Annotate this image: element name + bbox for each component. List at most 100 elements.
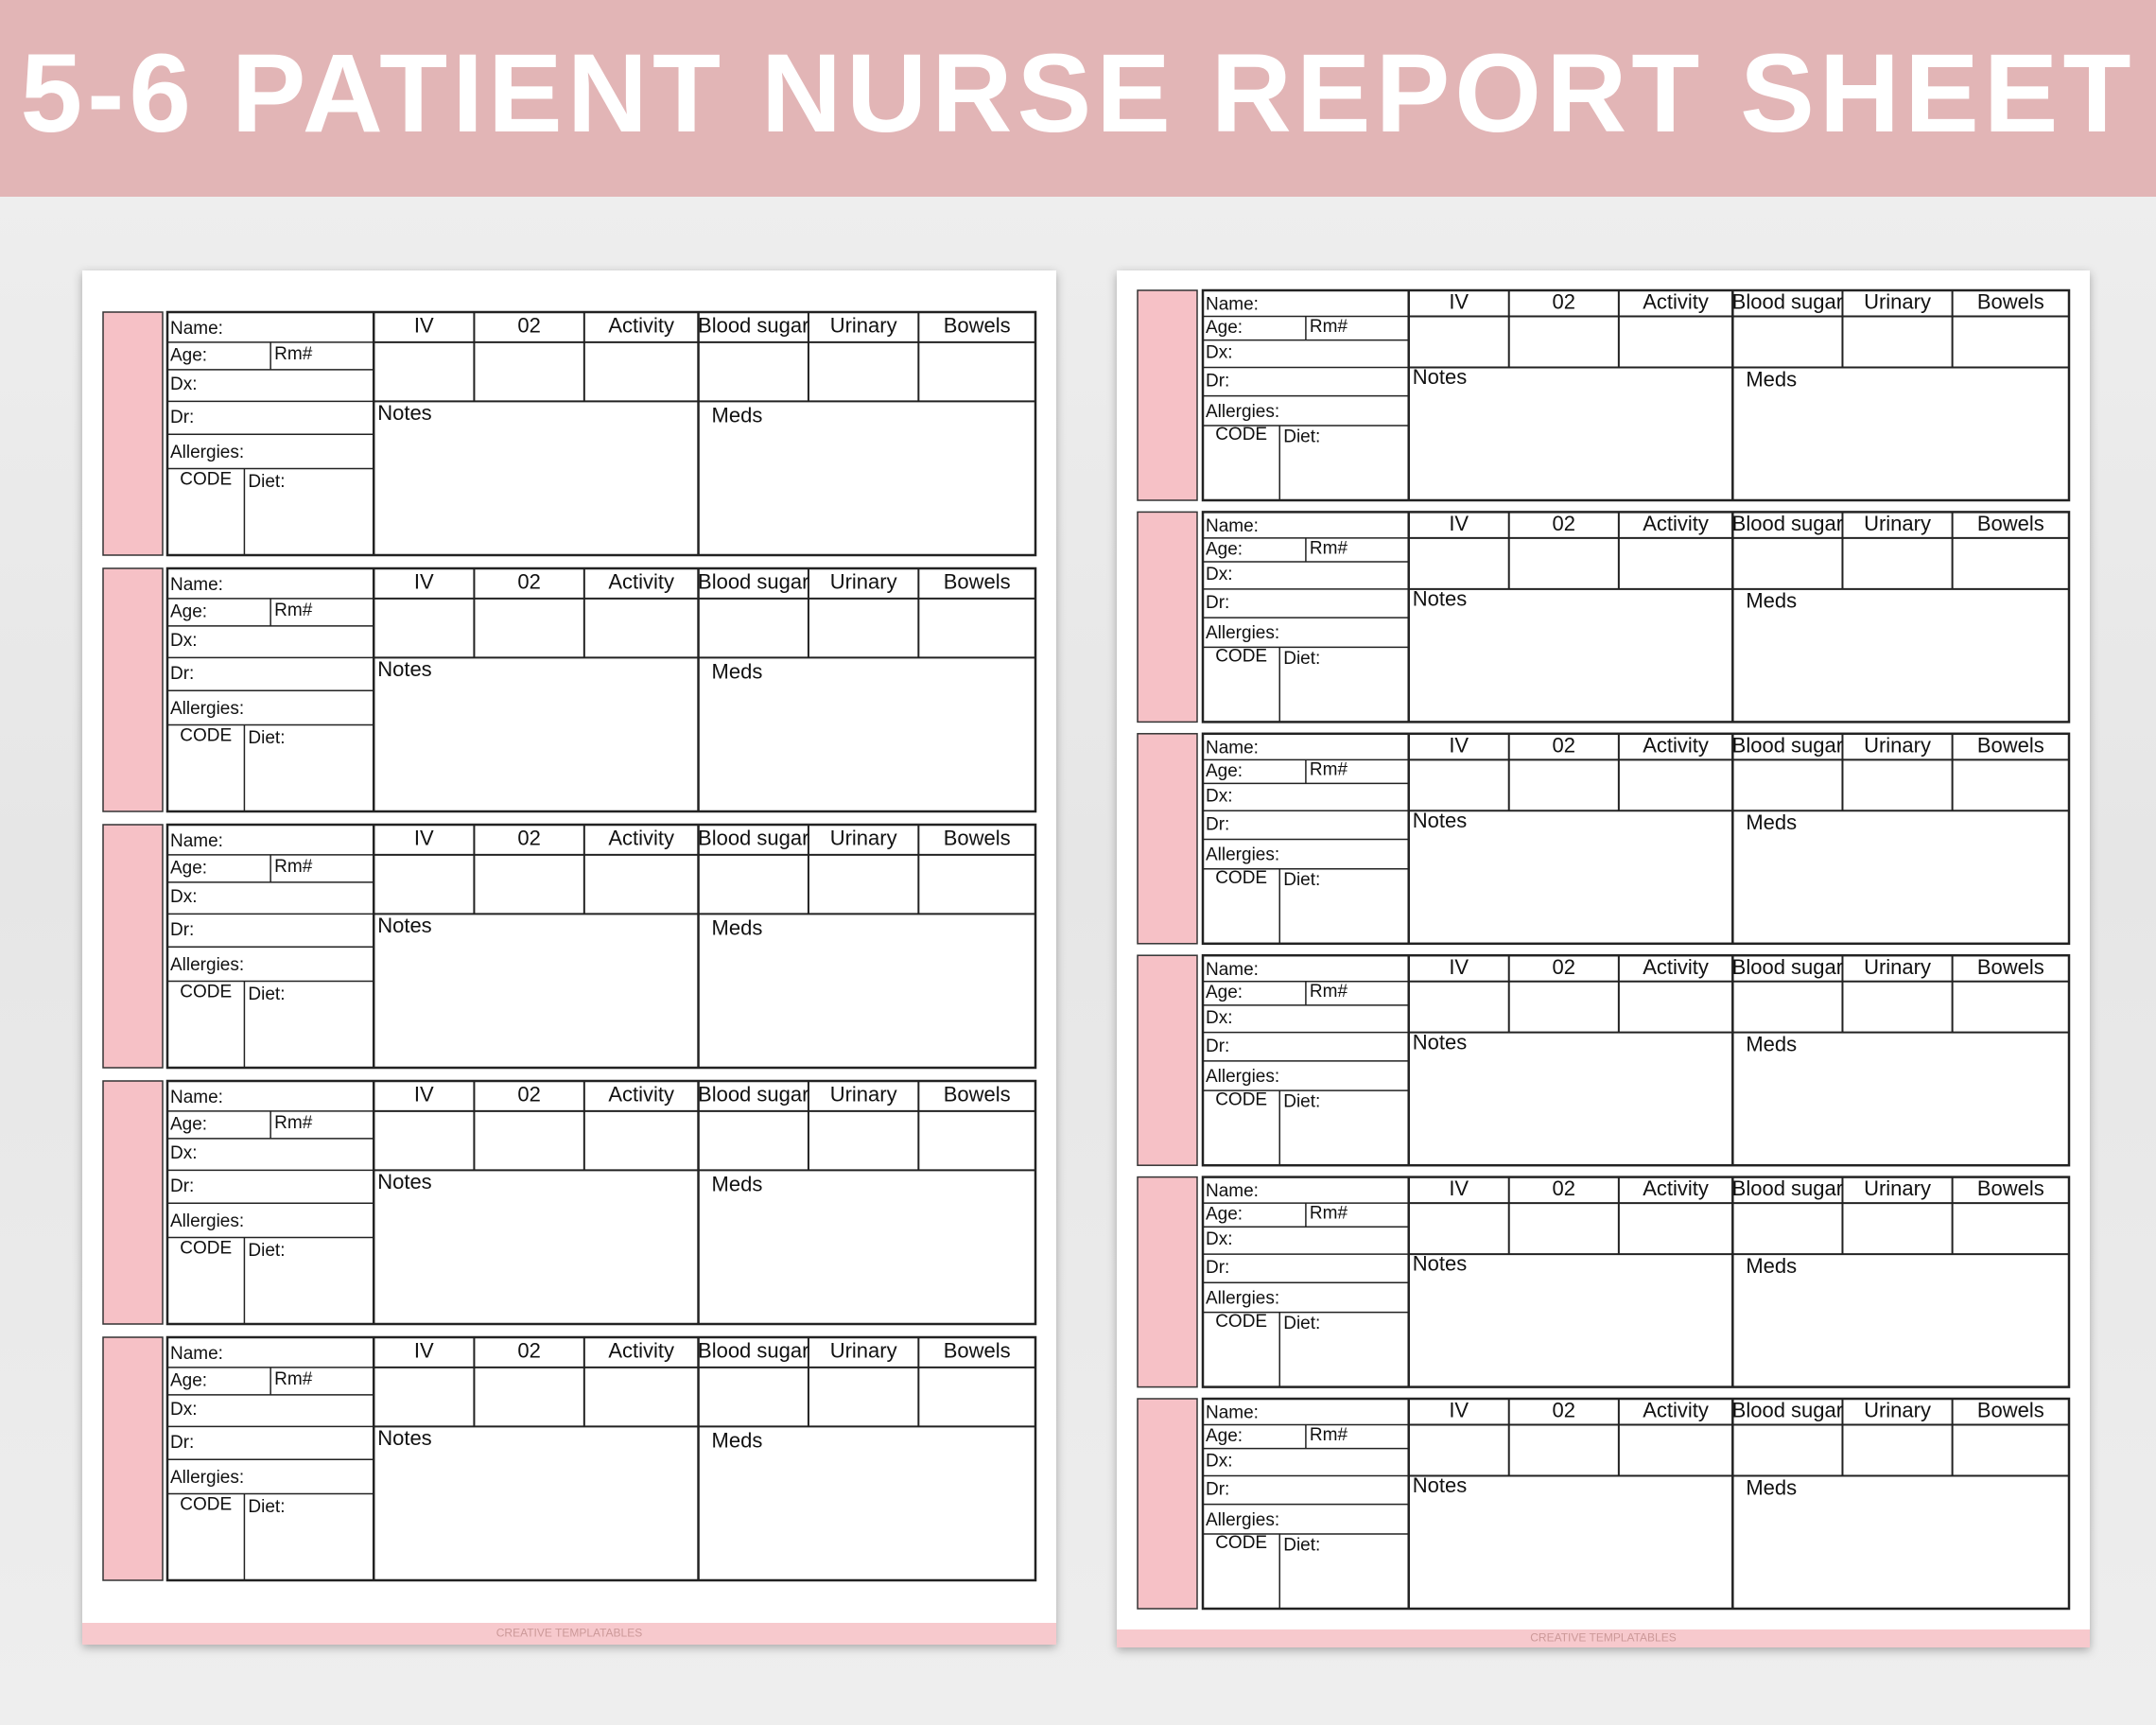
rm-label: Rm#: [274, 1369, 313, 1389]
banner-title: 5-6 PATIENT NURSE REPORT SHEET: [20, 31, 2135, 156]
column-header: IV: [1449, 512, 1469, 535]
patient-table: [165, 310, 1037, 557]
patient-tab: [102, 1080, 164, 1325]
column-header: 02: [1553, 290, 1575, 314]
patient-tab: [1137, 511, 1198, 723]
column-header: Blood sugar: [1732, 512, 1843, 535]
column-header: Bowels: [944, 1339, 1011, 1363]
notes-label: Notes: [1413, 1252, 1467, 1276]
column-header: Urinary: [830, 827, 897, 850]
name-label: Name:: [1206, 738, 1259, 758]
patient-tab: [1137, 1176, 1198, 1388]
column-header: Urinary: [1864, 1176, 1931, 1200]
column-header: Activity: [1643, 512, 1709, 535]
allergies-label: Allergies:: [170, 1468, 244, 1488]
dx-label: Dx:: [170, 375, 198, 394]
meds-label: Meds: [1746, 810, 1797, 834]
patient-tab: [102, 567, 164, 812]
meds-label: Meds: [1746, 1475, 1797, 1499]
column-header: Blood sugar: [698, 314, 808, 338]
notes-label: Notes: [377, 401, 431, 425]
meds-label: Meds: [712, 659, 763, 683]
patient-tab: [102, 311, 164, 556]
column-header: Urinary: [830, 314, 897, 338]
allergies-label: Allergies:: [170, 443, 244, 462]
rm-label: Rm#: [1310, 1203, 1348, 1223]
meds-label: Meds: [1746, 1032, 1797, 1055]
paper: [1117, 270, 2090, 1647]
meds-label: Meds: [712, 915, 763, 939]
dx-label: Dx:: [1206, 1229, 1233, 1249]
code-label: CODE: [180, 982, 232, 1002]
age-label: Age:: [170, 1114, 207, 1134]
age-label: Age:: [1206, 1426, 1243, 1446]
column-header: Urinary: [830, 1339, 897, 1363]
rm-label: Rm#: [274, 601, 313, 620]
column-header: IV: [1449, 733, 1469, 757]
age-label: Age:: [170, 601, 207, 621]
notes-label: Notes: [377, 1426, 431, 1450]
column-header: Urinary: [1864, 733, 1931, 757]
meds-label: Meds: [1746, 367, 1797, 391]
name-label: Name:: [1206, 1403, 1259, 1423]
column-header: Bowels: [1977, 290, 2044, 314]
column-header: Bowels: [944, 570, 1011, 594]
diet-label: Diet:: [1283, 649, 1320, 669]
column-header: 02: [517, 1083, 540, 1106]
column-header: Activity: [608, 1083, 674, 1106]
column-header: Bowels: [1977, 1399, 2044, 1422]
dr-label: Dr:: [1206, 1480, 1229, 1500]
column-header: Bowels: [944, 314, 1011, 338]
name-label: Name:: [1206, 1181, 1259, 1201]
age-label: Age:: [1206, 761, 1243, 781]
diet-label: Diet:: [248, 1241, 285, 1261]
age-label: Age:: [1206, 983, 1243, 1002]
column-header: IV: [414, 827, 434, 850]
patient-tab: [102, 1336, 164, 1581]
code-label: CODE: [1215, 1312, 1267, 1332]
age-label: Age:: [1206, 539, 1243, 559]
meds-label: Meds: [712, 1428, 763, 1452]
column-header: IV: [1449, 955, 1469, 979]
column-header: 02: [517, 314, 540, 338]
name-label: Name:: [170, 1088, 223, 1107]
age-label: Age:: [170, 1370, 207, 1390]
patient-table: [165, 566, 1037, 813]
notes-label: Notes: [1413, 586, 1467, 610]
column-header: Blood sugar: [1732, 1399, 1843, 1422]
allergies-label: Allergies:: [170, 1211, 244, 1231]
patient-tab: [1137, 1398, 1198, 1610]
column-header: Blood sugar: [1732, 955, 1843, 979]
dx-label: Dx:: [1206, 343, 1233, 363]
dr-label: Dr:: [170, 920, 194, 940]
column-header: 02: [517, 570, 540, 594]
diet-label: Diet:: [248, 984, 285, 1004]
column-header: Blood sugar: [698, 1339, 808, 1363]
column-header: IV: [414, 1339, 434, 1363]
column-header: Urinary: [1864, 512, 1931, 535]
column-header: Urinary: [830, 1083, 897, 1106]
allergies-label: Allergies:: [170, 955, 244, 975]
column-header: Bowels: [1977, 733, 2044, 757]
meds-label: Meds: [1746, 1254, 1797, 1278]
diet-label: Diet:: [248, 472, 285, 492]
diet-label: Diet:: [1283, 1535, 1320, 1555]
age-label: Age:: [170, 858, 207, 878]
column-header: Blood sugar: [1732, 1176, 1843, 1200]
code-label: CODE: [180, 725, 232, 745]
code-label: CODE: [1215, 647, 1267, 667]
meds-label: Meds: [1746, 589, 1797, 613]
column-header: IV: [414, 1083, 434, 1106]
allergies-label: Allergies:: [1206, 1510, 1279, 1530]
code-label: CODE: [1215, 425, 1267, 444]
dr-label: Dr:: [170, 1433, 194, 1453]
patient-table: [165, 823, 1037, 1070]
column-header: Activity: [608, 314, 674, 338]
diet-label: Diet:: [248, 728, 285, 748]
column-header: IV: [1449, 1176, 1469, 1200]
dr-label: Dr:: [1206, 372, 1229, 392]
dx-label: Dx:: [1206, 1452, 1233, 1472]
notes-label: Notes: [1413, 365, 1467, 389]
allergies-label: Allergies:: [1206, 402, 1279, 422]
